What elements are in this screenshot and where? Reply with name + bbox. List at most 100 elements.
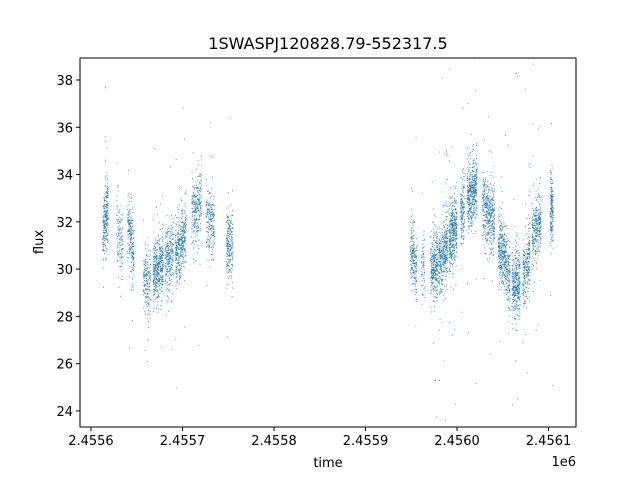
data-point — [131, 252, 133, 254]
data-point — [473, 212, 475, 214]
data-point — [448, 251, 450, 253]
data-point — [473, 160, 475, 162]
data-point — [118, 224, 120, 227]
data-point — [439, 236, 441, 239]
data-point — [423, 281, 425, 283]
data-point — [107, 202, 109, 204]
data-point — [449, 252, 451, 255]
data-point — [156, 289, 158, 291]
data-point — [437, 237, 439, 239]
data-point — [157, 261, 159, 263]
data-point — [147, 313, 149, 315]
data-point — [153, 291, 155, 293]
data-point — [489, 182, 491, 184]
data-point — [449, 232, 452, 234]
data-point — [168, 231, 170, 233]
data-point — [472, 213, 475, 216]
data-point — [489, 213, 491, 215]
data-point — [191, 212, 193, 214]
data-point — [463, 173, 465, 175]
data-point — [449, 220, 451, 223]
data-point — [473, 191, 475, 193]
data-point — [121, 244, 123, 246]
data-point — [441, 291, 443, 293]
data-point — [118, 209, 121, 211]
data-point — [209, 237, 212, 239]
data-point — [183, 249, 185, 251]
data-point — [476, 204, 478, 206]
data-point — [442, 271, 444, 273]
data-point — [413, 271, 415, 273]
data-point — [445, 229, 447, 231]
data-point — [431, 270, 433, 272]
data-point — [443, 258, 445, 260]
data-point — [155, 284, 157, 286]
data-point — [144, 289, 146, 291]
data-point — [462, 177, 464, 179]
data-point — [146, 264, 148, 266]
data-point — [107, 189, 109, 191]
data-point — [211, 204, 213, 206]
data-point — [229, 237, 231, 239]
data-point — [172, 293, 174, 295]
data-point — [132, 289, 134, 291]
data-point — [447, 254, 449, 256]
data-point — [450, 243, 452, 245]
data-point — [488, 210, 490, 212]
data-point — [212, 217, 214, 219]
data-point — [436, 261, 438, 264]
data-point — [446, 225, 448, 227]
data-point — [198, 214, 200, 216]
data-point — [208, 246, 210, 248]
data-point — [461, 218, 464, 220]
data-point — [476, 172, 478, 174]
data-point — [166, 295, 168, 297]
data-point — [438, 251, 440, 253]
data-point — [442, 266, 444, 268]
data-point — [130, 239, 132, 241]
data-point — [474, 200, 476, 203]
data-point — [460, 211, 462, 213]
data-point — [164, 257, 166, 259]
data-point — [463, 197, 465, 199]
data-point — [213, 226, 215, 228]
data-point — [232, 228, 234, 230]
data-point — [167, 242, 169, 244]
data-point — [184, 138, 186, 140]
data-point — [442, 300, 444, 302]
data-point — [443, 204, 445, 206]
data-point — [211, 235, 213, 237]
data-point — [154, 252, 156, 254]
data-point — [167, 255, 169, 257]
data-point — [207, 238, 210, 240]
data-point — [485, 203, 487, 205]
data-point — [483, 199, 485, 201]
data-point — [171, 267, 173, 269]
data-point — [482, 205, 484, 207]
data-point — [451, 257, 453, 260]
data-point — [484, 188, 486, 190]
data-point — [440, 289, 442, 291]
data-point — [156, 250, 158, 252]
data-point — [156, 214, 158, 216]
data-point — [412, 243, 414, 245]
data-point — [228, 230, 230, 232]
data-point — [156, 260, 158, 262]
data-point — [165, 246, 167, 248]
data-point — [172, 255, 174, 257]
data-point — [490, 200, 492, 202]
data-point — [421, 243, 424, 246]
data-point — [159, 253, 161, 256]
data-point — [416, 292, 418, 294]
data-point — [453, 232, 455, 234]
data-point — [474, 167, 476, 169]
data-point — [489, 196, 491, 198]
data-point — [415, 325, 417, 327]
data-point — [228, 264, 230, 266]
data-point — [146, 318, 148, 320]
data-point — [454, 403, 456, 405]
data-point — [493, 191, 495, 193]
data-point — [184, 237, 187, 239]
data-point — [475, 278, 477, 280]
data-point — [454, 209, 456, 211]
